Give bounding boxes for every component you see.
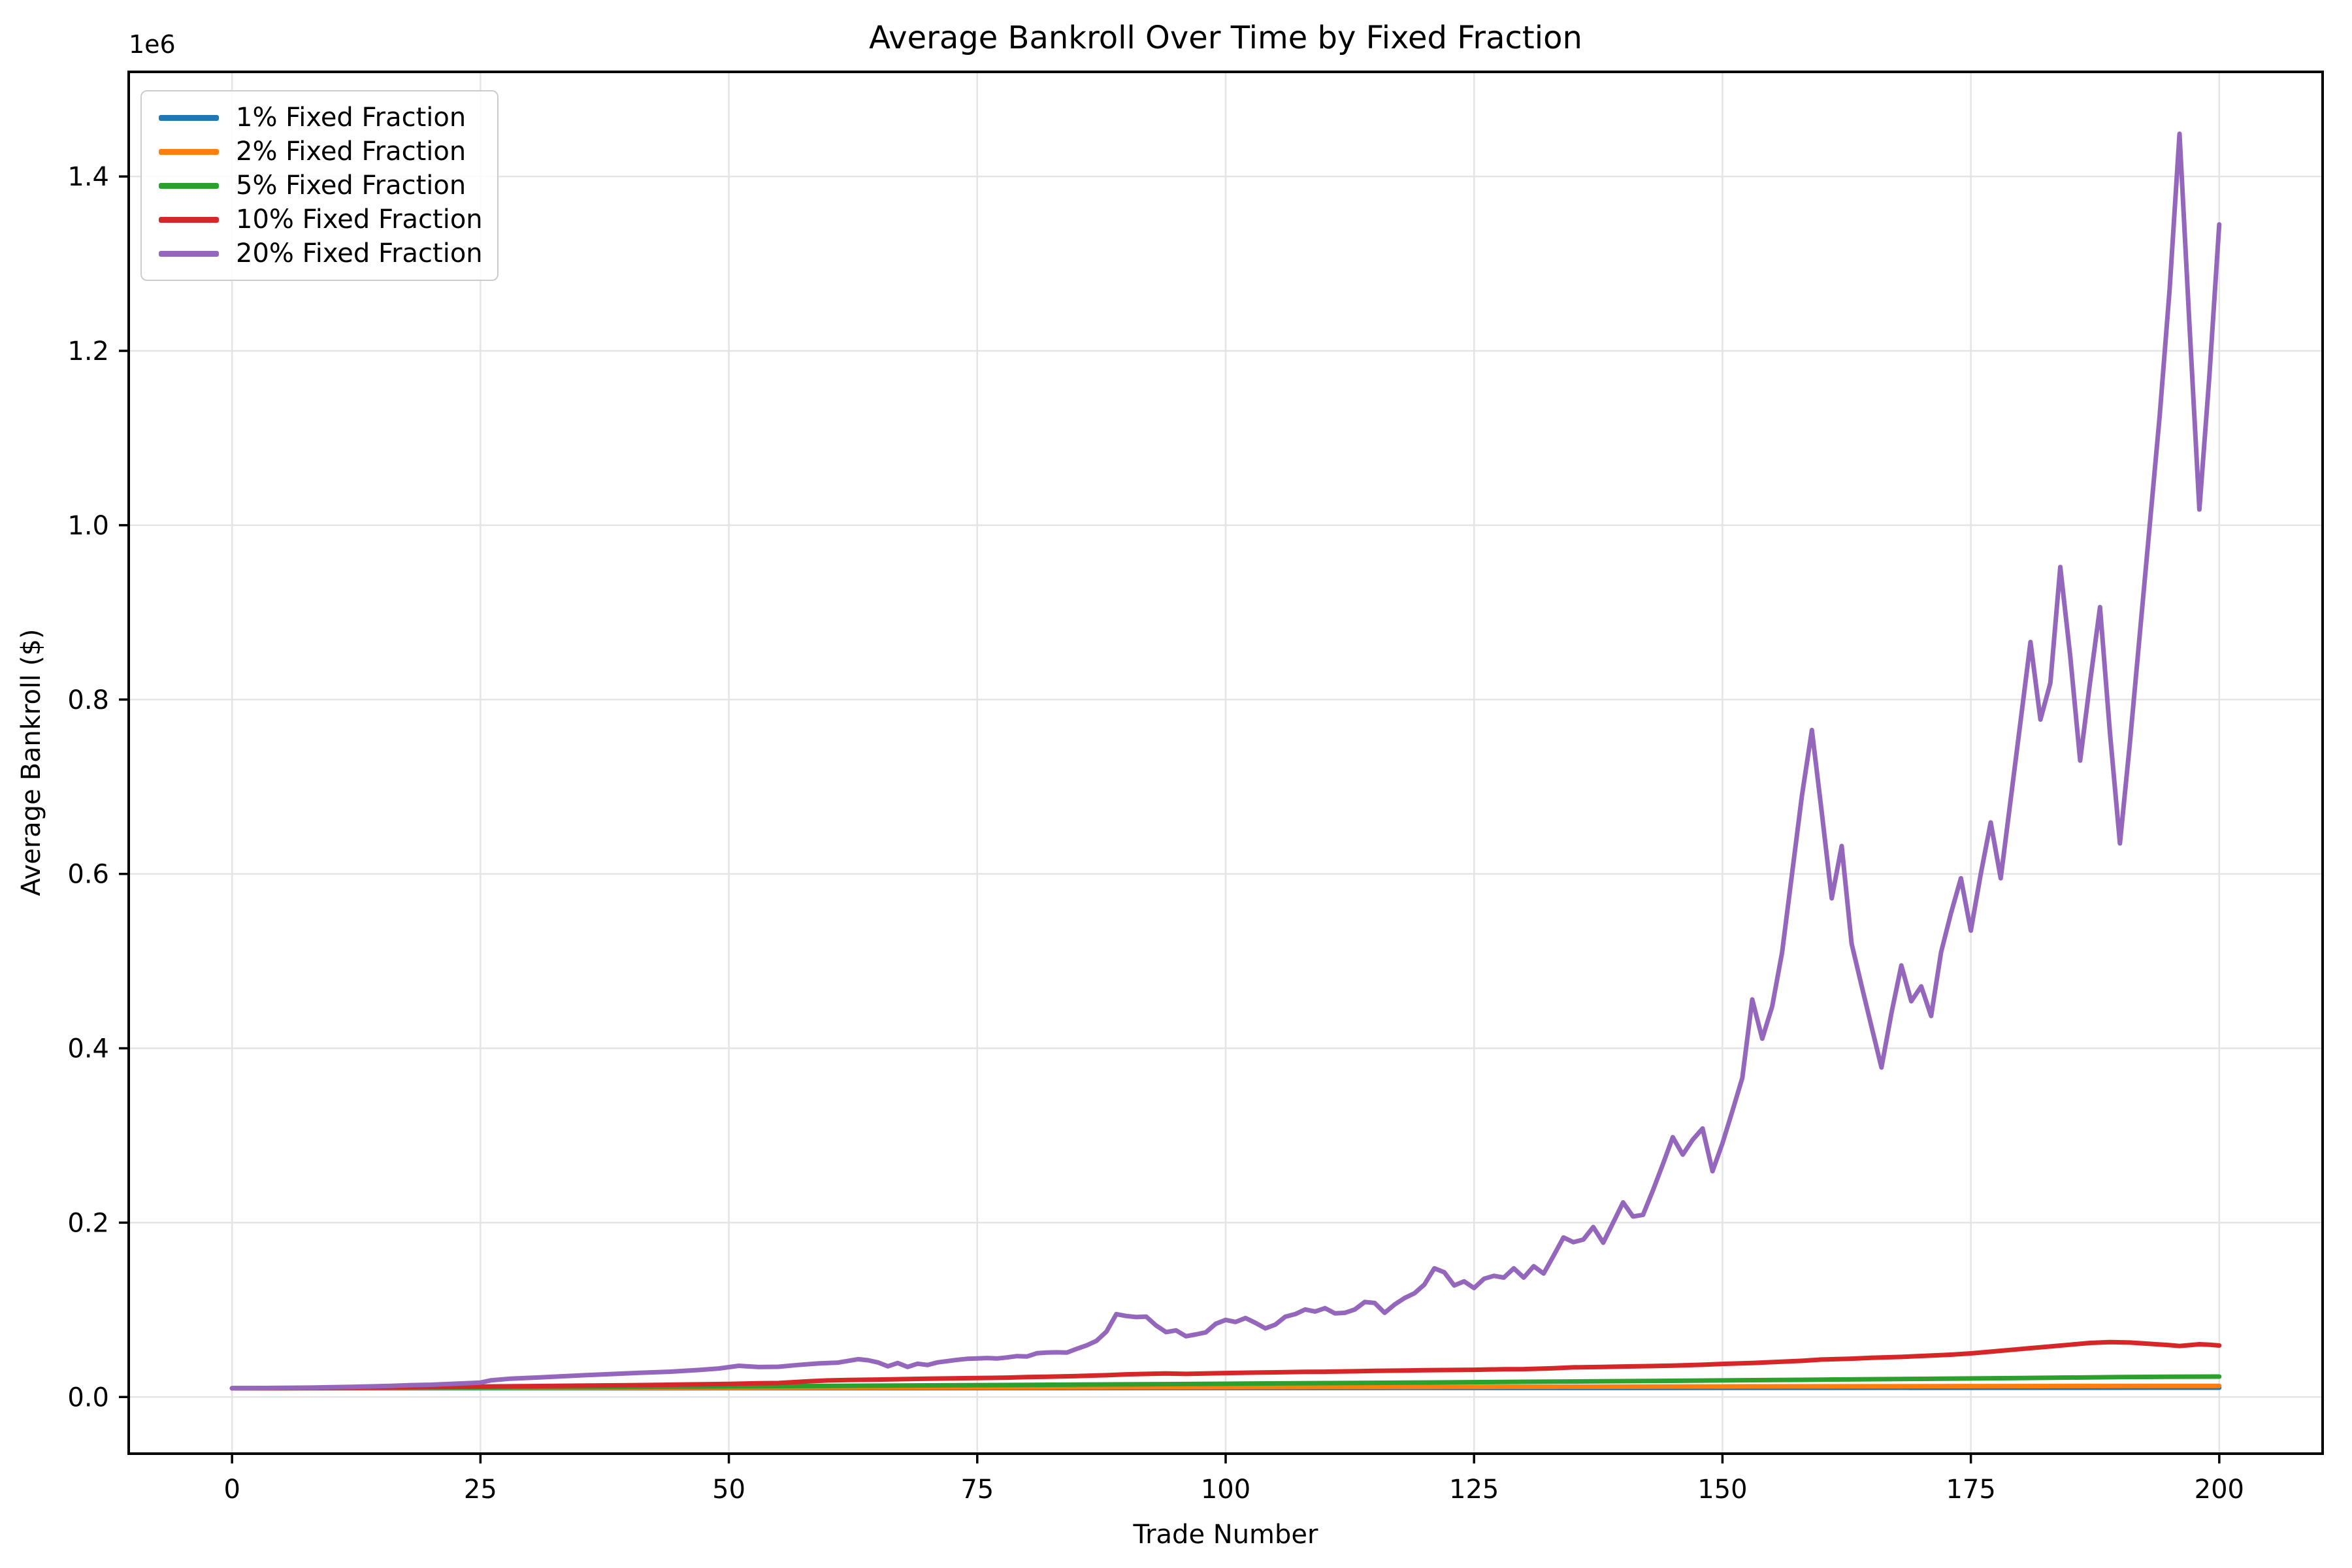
y-tick-label: 1.4 [67, 162, 109, 192]
y-axis-offset-label: 1e6 [129, 30, 176, 59]
x-tick-label: 100 [1201, 1475, 1250, 1505]
y-tick-label: 0.8 [67, 685, 109, 715]
x-tick-label: 150 [1697, 1475, 1747, 1505]
x-tick-label: 0 [223, 1475, 240, 1505]
y-tick-label: 0.4 [67, 1034, 109, 1064]
legend-label: 1% Fixed Fraction [236, 103, 466, 133]
chart-title: Average Bankroll Over Time by Fixed Frac… [869, 20, 1582, 56]
x-tick-label: 50 [712, 1475, 745, 1505]
legend-label: 5% Fixed Fraction [236, 171, 466, 201]
x-tick-label: 175 [1946, 1475, 1995, 1505]
series-line-20pct [229, 131, 2222, 1391]
y-axis-label: Average Bankroll ($) [16, 629, 46, 896]
x-axis-label: Trade Number [1133, 1520, 1318, 1550]
legend-label: 20% Fixed Fraction [236, 238, 483, 269]
legend-swatch-20pct [159, 250, 219, 257]
x-tick-label: 125 [1449, 1475, 1499, 1505]
y-tick-label: 0.6 [67, 860, 109, 890]
legend-item: 2% Fixed Fraction [159, 135, 497, 169]
series-line-10pct [229, 1339, 2222, 1391]
legend-swatch-1pct [159, 114, 219, 121]
legend-swatch-5pct [159, 182, 219, 189]
legend-item: 1% Fixed Fraction [159, 101, 497, 135]
legend-swatch-2pct [159, 148, 219, 155]
x-tick-label: 200 [2195, 1475, 2244, 1505]
y-tick-label: 0.2 [67, 1208, 109, 1238]
legend-item: 10% Fixed Fraction [159, 203, 497, 237]
legend-item: 20% Fixed Fraction [159, 237, 497, 270]
legend-swatch-10pct [159, 216, 219, 223]
x-tick-label: 25 [464, 1475, 497, 1505]
x-tick-label: 75 [960, 1475, 994, 1505]
legend-label: 10% Fixed Fraction [236, 204, 483, 235]
y-tick-label: 0.0 [67, 1382, 109, 1413]
legend-item: 5% Fixed Fraction [159, 169, 497, 203]
legend-label: 2% Fixed Fraction [236, 137, 466, 167]
y-tick-label: 1.2 [67, 336, 109, 367]
y-tick-label: 1.0 [67, 511, 109, 541]
legend: 1% Fixed Fraction 2% Fixed Fraction 5% Fix… [140, 90, 498, 281]
